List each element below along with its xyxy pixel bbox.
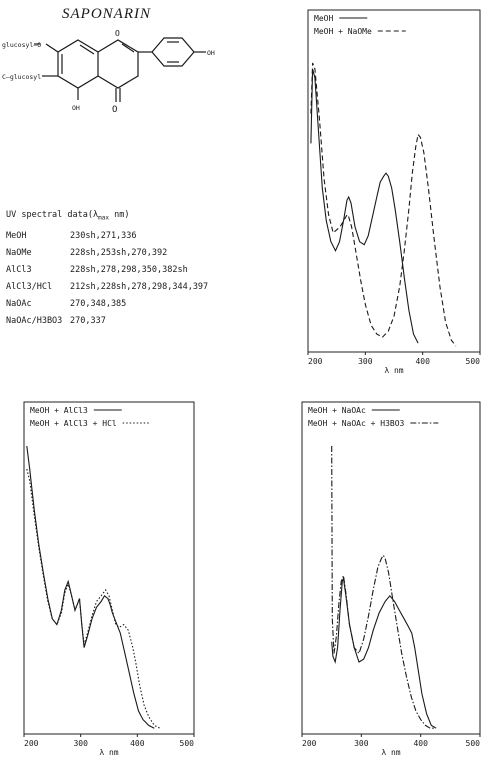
spectrum-chart-alcl3: MeOH + AlCl3 MeOH + AlCl3 + HCl 200 300 400 5… [23,401,195,757]
series-line-0 [26,445,155,729]
keto-oxygen-label: O [112,105,117,115]
phenol-oh-label: OH [207,49,215,57]
x-tick-label: 400 [415,357,430,366]
x-tick-label: 500 [466,739,481,748]
legend-label: MeOH + AlCl3 [30,406,88,415]
x-tick-label: 300 [358,357,373,366]
series-line-0 [310,68,419,344]
plot-frame [301,401,481,735]
plot-frame [23,401,195,735]
x-tick-label: 500 [466,357,481,366]
uv-row: NaOAc 270,348,385 [6,299,127,310]
x-tick-label: 500 [180,739,195,748]
uv-row: AlCl3 228sh,278,298,350,382sh [6,265,188,276]
series-line-1 [26,468,161,729]
x-tick-label: 300 [73,739,88,748]
x-tick-label: 400 [413,739,428,748]
x-axis-label: λ nm [99,748,118,757]
saponarin-structure: O O OH OH glucosyl—O C—glucosyl [2,30,215,115]
x-tick-label: 200 [308,357,323,366]
series-line-1 [331,445,435,729]
series-line-0 [331,576,437,729]
legend-label: MeOH + NaOAc [308,406,366,415]
glucosyl-o-label: glucosyl—O [2,41,41,49]
x-tick-label: 200 [302,739,317,748]
5-oh-label: OH [72,104,80,112]
legend-label: MeOH + NaOAc + H3BO3 [308,419,405,428]
spectrum-chart-naome: MeOH MeOH + NaOMe 200 300 400 500 λ nm [307,9,481,375]
plot-frame [307,9,481,353]
series-line-1 [310,62,457,347]
x-axis-label: λ nm [381,748,400,757]
uv-table-heading: UV spectral data(λmax nm) [6,210,130,222]
uv-spectral-table: UV spectral data(λmax nm) MeOH 230sh,271,… [6,210,208,330]
legend-label: MeOH + NaOMe [314,27,372,36]
uv-row: MeOH 230sh,271,336 [6,231,137,242]
ring-oxygen-label: O [115,30,120,38]
legend-label: MeOH [314,14,333,23]
x-tick-label: 200 [24,739,39,748]
compound-title: SAPONARIN [62,6,151,22]
x-tick-label: 300 [354,739,369,748]
c-glucosyl-label: C—glucosyl [2,73,41,81]
legend-label: MeOH + AlCl3 + HCl [30,419,117,428]
x-tick-label: 400 [130,739,145,748]
spectrum-chart-naoac: MeOH + NaOAc MeOH + NaOAc + H3BO3 200 300 40… [301,401,481,757]
x-axis-label: λ nm [384,366,403,375]
uv-row: NaOMe 228sh,253sh,270,392 [6,248,168,259]
uv-row: NaOAc/H3BO3 270,337 [6,316,106,327]
uv-row: AlCl3/HCl 212sh,228sh,278,298,344,397 [6,282,209,293]
